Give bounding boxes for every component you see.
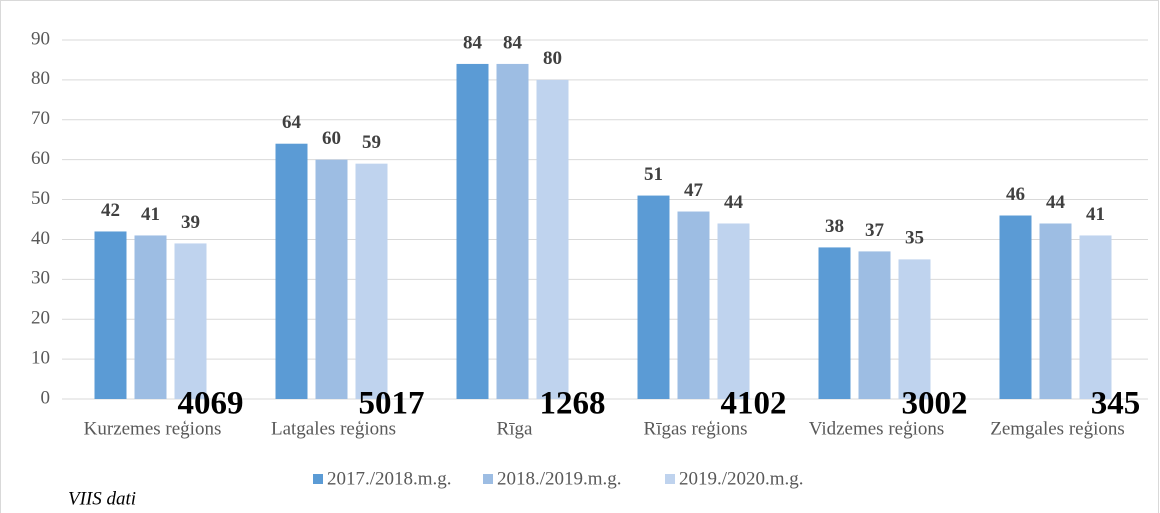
value-label: 46 [1006, 184, 1025, 205]
y-tick-label: 90 [31, 28, 50, 49]
bar [94, 231, 127, 399]
value-label: 59 [362, 132, 381, 153]
annotation: 4102 [721, 386, 787, 422]
y-tick-label: 70 [31, 108, 50, 129]
value-label: 60 [322, 128, 341, 149]
bar [496, 63, 529, 399]
bar [536, 79, 569, 399]
annotation: 345 [1091, 386, 1141, 422]
bar [174, 243, 207, 399]
source-note: VIIS dati [68, 488, 136, 509]
x-tick-label: Rīga [497, 418, 533, 439]
value-label: 80 [543, 48, 562, 69]
y-tick-label: 50 [31, 188, 50, 209]
legend-swatch [483, 474, 493, 484]
bar [717, 223, 750, 399]
annotation: 4069 [178, 386, 244, 422]
value-label: 41 [1086, 204, 1105, 225]
bar [355, 163, 388, 399]
bar [456, 63, 489, 399]
y-tick-label: 40 [31, 228, 50, 249]
value-label: 39 [181, 212, 200, 233]
bar [315, 159, 348, 399]
bar [275, 143, 308, 399]
annotation: 3002 [902, 386, 968, 422]
value-label: 84 [503, 32, 523, 53]
y-tick-label: 20 [31, 308, 50, 329]
value-label: 44 [724, 192, 744, 213]
y-tick-label: 0 [41, 387, 51, 408]
legend-label: 2019./2020.m.g. [679, 468, 804, 489]
value-label: 64 [282, 112, 302, 133]
x-tick-label: Vidzemes reģions [809, 418, 945, 439]
annotation: 5017 [359, 386, 425, 422]
value-label: 37 [865, 220, 885, 241]
legend-label: 2017./2018.m.g. [327, 468, 452, 489]
bar [818, 247, 851, 399]
legend-swatch [313, 474, 323, 484]
x-tick-label: Kurzemes reģions [84, 418, 222, 439]
y-tick-label: 60 [31, 148, 50, 169]
value-label: 35 [905, 228, 924, 249]
value-label: 51 [644, 164, 663, 185]
y-tick-label: 10 [31, 347, 50, 368]
annotation: 1268 [540, 386, 606, 422]
value-label: 84 [463, 32, 483, 53]
bar [134, 235, 167, 399]
legend-swatch [665, 474, 675, 484]
x-tick-label: Latgales reģions [271, 418, 396, 439]
y-tick-label: 80 [31, 68, 50, 89]
legend-label: 2018./2019.m.g. [497, 468, 622, 489]
bar [858, 251, 891, 399]
bar [1079, 235, 1112, 399]
value-label: 38 [825, 216, 844, 237]
value-label: 44 [1046, 192, 1066, 213]
value-label: 42 [101, 200, 120, 221]
bar [1039, 223, 1072, 399]
y-tick-label: 30 [31, 268, 50, 289]
value-label: 41 [141, 204, 160, 225]
bar [999, 215, 1032, 399]
bar [637, 195, 670, 399]
x-tick-label: Zemgales reģions [990, 418, 1125, 439]
x-tick-label: Rīgas reģions [644, 418, 748, 439]
bar [677, 211, 710, 399]
bar [898, 259, 931, 399]
value-label: 47 [684, 180, 704, 201]
